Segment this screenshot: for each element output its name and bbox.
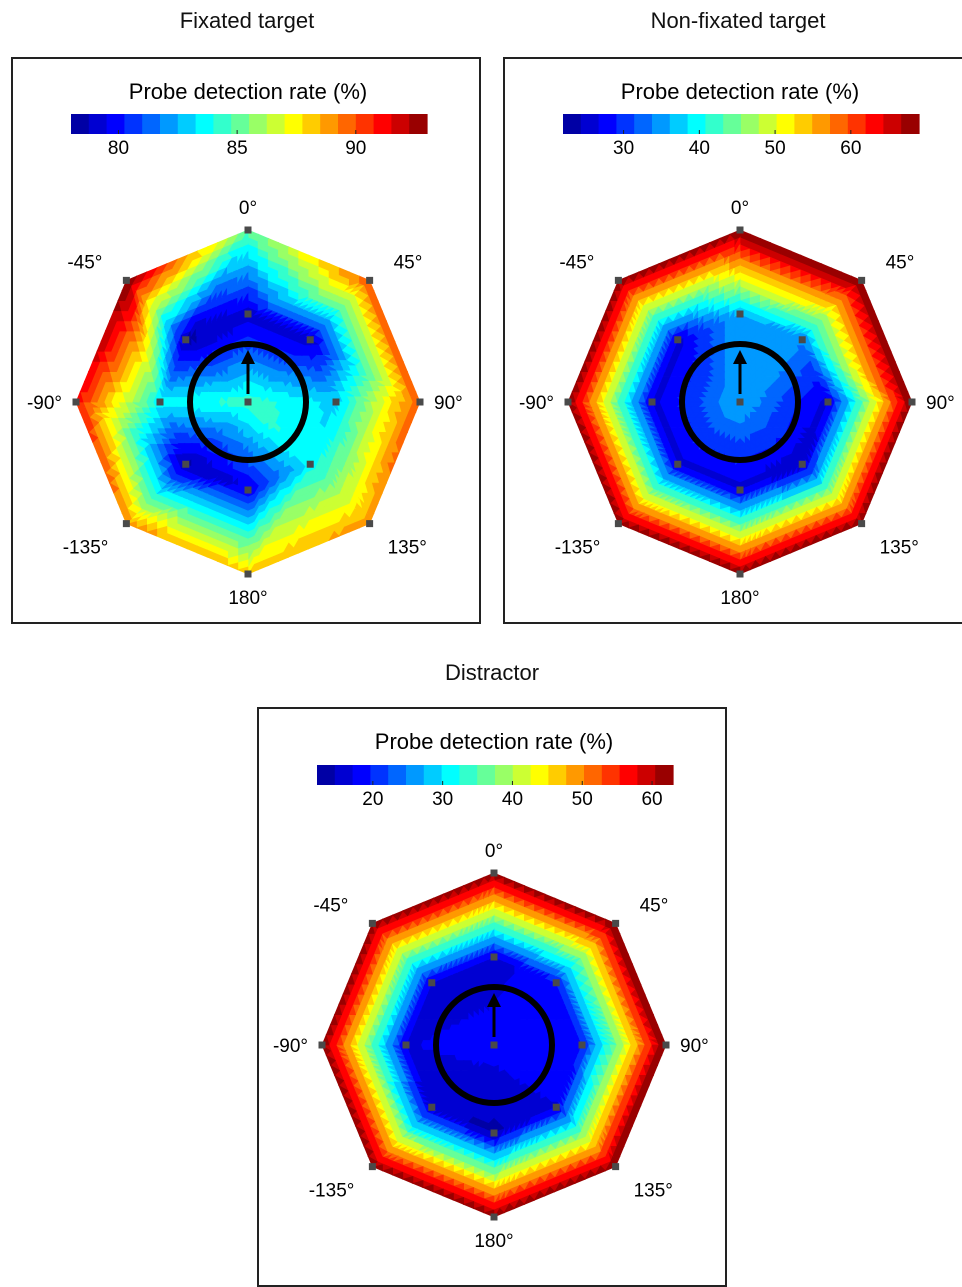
colorbar-segment bbox=[652, 114, 670, 134]
probe-location-marker bbox=[123, 520, 130, 527]
probe-location-marker bbox=[157, 399, 164, 406]
colorbar-segment bbox=[71, 114, 89, 134]
probe-location-marker bbox=[307, 336, 314, 343]
probe-location-marker bbox=[123, 277, 130, 284]
colorbar-segment bbox=[599, 114, 617, 134]
colorbar-tick-label: 30 bbox=[613, 138, 634, 159]
panel-title-nonfixated: Non-fixated target bbox=[583, 8, 893, 34]
colorbar-segment bbox=[285, 114, 303, 134]
probe-location-marker bbox=[307, 461, 314, 468]
colorbar-tick-label: 80 bbox=[108, 138, 129, 159]
probe-location-marker bbox=[245, 311, 252, 318]
angle-label: -45° bbox=[67, 252, 102, 273]
colorbar-tick-label: 50 bbox=[765, 138, 786, 159]
colorbar-segment bbox=[374, 114, 392, 134]
colorbar-segment bbox=[563, 114, 581, 134]
colorbar-tick-label: 85 bbox=[227, 138, 248, 159]
colorbar-segment bbox=[107, 114, 125, 134]
colorbar: 30 40 50 60 bbox=[563, 114, 920, 159]
colorbar-segment bbox=[866, 114, 884, 134]
colorbar-segment bbox=[794, 114, 812, 134]
colorbar-tick-label: 60 bbox=[840, 138, 861, 159]
colorbar-segment bbox=[409, 114, 427, 134]
colorbar-segment bbox=[249, 114, 267, 134]
colorbar-segment bbox=[160, 114, 178, 134]
colorbar-segment bbox=[688, 114, 706, 134]
colorbar-segment bbox=[670, 114, 688, 134]
colorbar-segment bbox=[616, 114, 634, 134]
colorbar-segment bbox=[356, 114, 374, 134]
colorbar-segment bbox=[142, 114, 160, 134]
colorbar-segment bbox=[213, 114, 231, 134]
angle-label: 135° bbox=[388, 538, 427, 559]
angle-label: -90° bbox=[27, 393, 62, 414]
colorbar-segment bbox=[89, 114, 107, 134]
probe-location-marker bbox=[245, 227, 252, 234]
colorbar-segment bbox=[320, 114, 338, 134]
colorbar-segment bbox=[124, 114, 142, 134]
colorbar-title: Probe detection rate (%) bbox=[621, 79, 859, 104]
probe-location-marker bbox=[333, 399, 340, 406]
colorbar-segment bbox=[302, 114, 320, 134]
colorbar-tick-label: 90 bbox=[345, 138, 366, 159]
probe-location-marker bbox=[245, 487, 252, 494]
probe-location-marker bbox=[245, 399, 252, 406]
angle-label: 90° bbox=[434, 393, 463, 414]
colorbar-title: Probe detection rate (%) bbox=[129, 79, 367, 104]
colorbar-tick-label: 40 bbox=[689, 138, 710, 159]
colorbar-segment bbox=[196, 114, 214, 134]
colorbar-segment bbox=[812, 114, 830, 134]
colorbar-segment bbox=[901, 114, 919, 134]
colorbar-segment bbox=[883, 114, 901, 134]
colorbar-segment bbox=[705, 114, 723, 134]
colorbar-segment bbox=[581, 114, 599, 134]
colorbar-segment bbox=[777, 114, 795, 134]
colorbar-segment bbox=[178, 114, 196, 134]
angle-label: -135° bbox=[63, 538, 109, 559]
probe-location-marker bbox=[417, 399, 424, 406]
probe-location-marker bbox=[366, 520, 373, 527]
colorbar-segment bbox=[759, 114, 777, 134]
colorbar-segment bbox=[391, 114, 409, 134]
colorbar-segment bbox=[741, 114, 759, 134]
polar-heatmap-fixated: Probe detection rate (%) 80 85 90 0° 45° 90° 13… bbox=[13, 59, 479, 622]
probe-location-marker bbox=[182, 336, 189, 343]
colorbar: 80 85 90 bbox=[71, 114, 428, 159]
colorbar-segment bbox=[723, 114, 741, 134]
panel-title-fixated: Fixated target bbox=[92, 8, 402, 34]
probe-location-marker bbox=[182, 461, 189, 468]
probe-location-marker bbox=[73, 399, 80, 406]
colorbar-segment bbox=[830, 114, 848, 134]
colorbar-segment bbox=[267, 114, 285, 134]
colorbar-segment bbox=[231, 114, 249, 134]
probe-location-marker bbox=[245, 571, 252, 578]
colorbar-segment bbox=[634, 114, 652, 134]
angle-label: 180° bbox=[228, 588, 267, 609]
angle-label: 45° bbox=[394, 252, 423, 273]
angle-label: 0° bbox=[239, 198, 257, 219]
colorbar-segment bbox=[338, 114, 356, 134]
probe-location-marker bbox=[366, 277, 373, 284]
panel-fixated: Probe detection rate (%) 80 85 90 0° 45° 90° 13… bbox=[11, 57, 481, 624]
